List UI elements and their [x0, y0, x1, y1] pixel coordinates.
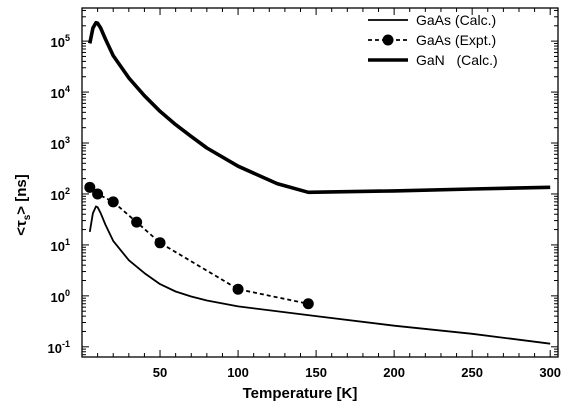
- data-point: [232, 283, 244, 295]
- data-point: [131, 216, 143, 228]
- series-line-0: [88, 205, 551, 345]
- legend-label-0: GaAs (Calc.): [416, 12, 496, 28]
- y-tick-base: 10: [48, 341, 62, 356]
- y-tick-exponent: 2: [65, 186, 70, 196]
- data-point: [84, 181, 96, 193]
- y-tick-label: 10-1: [48, 339, 70, 356]
- data-point: [107, 196, 119, 208]
- y-tick-base: 10: [51, 239, 65, 254]
- plot-frame-rect: [81, 7, 559, 358]
- y-axis-title-main: <τ: [13, 220, 30, 236]
- series-layer: [84, 20, 551, 345]
- y-tick-base: 10: [51, 86, 65, 101]
- legend-label-1: GaAs (Expt.): [416, 32, 496, 48]
- x-tick-label: 50: [153, 365, 167, 380]
- y-tick-base: 10: [51, 137, 65, 152]
- y-axis-title-sub: s: [22, 214, 33, 220]
- y-tick-label: 105: [51, 33, 70, 50]
- y-tick-exponent: 5: [65, 33, 70, 43]
- x-axis-title: Temperature [K]: [243, 385, 358, 402]
- y-axis-title: <τs> [ns]: [13, 174, 33, 235]
- plot-frame: [81, 7, 559, 358]
- legend-marker: [382, 34, 394, 46]
- y-tick-base: 10: [51, 35, 65, 50]
- series-line-1: [89, 186, 309, 305]
- x-tick-label: 250: [461, 365, 483, 380]
- x-tick-label: 150: [305, 365, 327, 380]
- y-tick-base: 10: [51, 188, 65, 203]
- y-tick-label: 104: [51, 84, 70, 101]
- y-tick-label: 103: [51, 135, 70, 152]
- x-tick-label: 200: [383, 365, 405, 380]
- x-axis-ticks: 50 100 150 200 250 300: [97, 8, 561, 380]
- y-tick-label: 102: [51, 186, 70, 203]
- legend-label-2: GaN (Calc.): [416, 52, 498, 68]
- y-tick-exponent: 4: [65, 84, 70, 94]
- y-tick-exponent: 1: [65, 237, 70, 247]
- data-point: [154, 237, 166, 249]
- data-point: [302, 298, 314, 310]
- y-axis-title-tail: > [ns]: [13, 174, 30, 214]
- data-point: [92, 188, 104, 200]
- series-line-2: [88, 20, 551, 195]
- y-tick-label: 101: [51, 237, 70, 254]
- y-tick-exponent: 3: [65, 135, 70, 145]
- x-tick-label: 300: [539, 365, 561, 380]
- y-tick-label: 100: [51, 288, 70, 305]
- y-tick-base: 10: [51, 290, 65, 305]
- x-tick-label: 100: [227, 365, 249, 380]
- y-tick-exponent: 0: [65, 288, 70, 298]
- legend: GaAs (Calc.) GaAs (Expt.) GaN (Calc.): [368, 12, 498, 68]
- y-tick-exponent: -1: [62, 339, 70, 349]
